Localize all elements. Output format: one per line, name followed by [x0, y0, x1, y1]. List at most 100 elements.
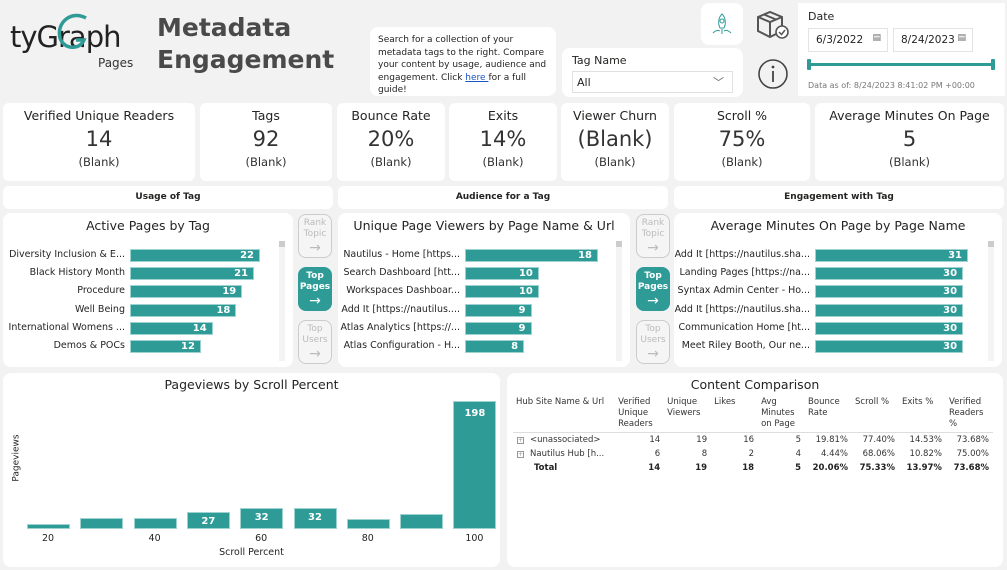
- category-label: Nautilus - Home [https...: [343, 249, 460, 260]
- column-header[interactable]: Verified Unique Readers: [618, 397, 653, 429]
- start-date-input[interactable]: 6/3/2022 ▤: [808, 28, 888, 52]
- bar[interactable]: 8: [465, 340, 525, 353]
- x-axis-label: Scroll Percent: [219, 547, 284, 558]
- guide-link[interactable]: here: [465, 72, 489, 83]
- column-header[interactable]: Hub Site Name & Url: [516, 397, 605, 407]
- kpi-card: Verified Unique Readers 14 (Blank): [3, 103, 195, 181]
- column-header[interactable]: Bounce Rate: [808, 397, 840, 418]
- bar[interactable]: 12: [130, 340, 201, 353]
- expand-icon[interactable]: +: [517, 450, 524, 458]
- arrow-right-icon: →: [309, 240, 321, 256]
- bar[interactable]: [27, 523, 70, 529]
- bar-chart: Unique Page Viewers by Page Name & Url Na…: [338, 213, 630, 367]
- category-label: Atlas Configuration - H...: [343, 340, 460, 351]
- bar[interactable]: 30: [815, 340, 964, 353]
- nav-button-top-pages[interactable]: Top Pages →: [298, 267, 332, 311]
- tag-name-dropdown[interactable]: All ﹀: [572, 71, 733, 93]
- nav-button-top-pages[interactable]: Top Pages →: [636, 267, 670, 311]
- bar[interactable]: 21: [130, 267, 255, 281]
- category-label: Demos & POCs: [53, 340, 125, 351]
- kpi-card: Average Minutes On Page 5 (Blank): [815, 103, 1004, 181]
- bar[interactable]: 18: [130, 303, 237, 317]
- chart-title: Unique Page Viewers by Page Name & Url: [353, 218, 615, 233]
- data-as-of: Data as of: 8/24/2023 8:41:02 PM +00:00: [808, 81, 975, 90]
- bar[interactable]: 32: [240, 508, 284, 529]
- slider-end-handle[interactable]: [991, 59, 995, 70]
- bar[interactable]: [133, 518, 177, 529]
- category-label: Well Being: [74, 303, 125, 315]
- bar-chart: Average Minutes On Page by Page Name Add …: [674, 213, 1002, 367]
- category-label: Procedure: [77, 285, 125, 297]
- kpi-card: Tags 92 (Blank): [200, 103, 332, 181]
- column-header[interactable]: Unique Viewers: [667, 397, 701, 418]
- scrollbar[interactable]: [616, 241, 622, 361]
- end-date-input[interactable]: 8/24/2023 ▤: [893, 28, 973, 52]
- content-comparison-table: Content Comparison Hub Site Name & Url Ve…: [507, 373, 1003, 567]
- bar[interactable]: 31: [815, 249, 968, 262]
- table-total-row: Total 14 19 18 5 20.06% 75.33% 13.97% 73.68%: [534, 462, 989, 473]
- table-row: + <unassociated> 14 19 16 5 19.81% 77.40% 14.53%…: [513, 432, 993, 447]
- scrollbar[interactable]: [988, 241, 994, 361]
- bar[interactable]: 22: [130, 249, 260, 262]
- bar[interactable]: [80, 518, 124, 529]
- category-label: Search Dashboard [htt...: [343, 267, 460, 279]
- category-label: Workspaces Dashboar...: [346, 285, 460, 297]
- bar[interactable]: 30: [815, 267, 964, 281]
- nav-button-rank-topic[interactable]: Rank Topic →: [298, 214, 332, 258]
- bar[interactable]: 30: [815, 303, 964, 317]
- bar[interactable]: [400, 514, 444, 529]
- arrow-right-icon: →: [309, 346, 321, 362]
- expand-icon[interactable]: +: [517, 436, 524, 444]
- slider-start-handle[interactable]: [807, 59, 811, 70]
- column-header[interactable]: Verified Readers %: [948, 397, 984, 429]
- x-tick-label: 80: [361, 533, 374, 544]
- bar[interactable]: 27: [186, 511, 230, 529]
- bar[interactable]: [346, 518, 390, 529]
- bar[interactable]: 18: [465, 249, 598, 262]
- info-box: Search for a collection of your metadata…: [370, 27, 556, 96]
- logo-brand: tyGraph: [10, 20, 121, 54]
- bar[interactable]: 32: [293, 508, 337, 529]
- arrow-right-icon: →: [647, 240, 659, 256]
- section-header: Audience for a Tag: [338, 186, 668, 209]
- info-icon[interactable]: [757, 58, 791, 90]
- category-label: Meet Riley Booth, Our ne...: [681, 340, 810, 351]
- nav-button-top-users[interactable]: Top Users →: [636, 320, 670, 364]
- arrow-right-icon: →: [309, 293, 321, 309]
- date-range-slider[interactable]: [808, 63, 993, 66]
- bar[interactable]: 30: [815, 321, 964, 335]
- logo-swoosh-icon: [57, 13, 87, 49]
- x-tick-label: 20: [41, 533, 55, 544]
- chart-title: Active Pages by Tag: [86, 218, 210, 233]
- bar[interactable]: 10: [465, 267, 539, 281]
- category-label: Add It [https://nautilus.sha...: [674, 303, 810, 315]
- nav-button-rank-topic[interactable]: Rank Topic →: [636, 214, 670, 258]
- column-header[interactable]: Scroll %: [855, 397, 890, 407]
- nav-button-top-users[interactable]: Top Users →: [298, 320, 332, 364]
- column-header[interactable]: Likes: [714, 397, 736, 407]
- bar[interactable]: 9: [465, 321, 532, 335]
- date-slicer: Date 6/3/2022 ▤ 8/24/2023 ▤ Data as of: 8/…: [798, 3, 1005, 96]
- arrow-right-icon: →: [647, 346, 659, 362]
- x-tick-label: 40: [148, 533, 161, 544]
- tygraph-logo: tyGraph Pages: [10, 12, 140, 74]
- bar[interactable]: 14: [130, 321, 213, 335]
- pageviews-chart: Pageviews by Scroll Percent Pageviews Sc…: [3, 373, 500, 567]
- category-label: Atlas Analytics [https://...: [340, 321, 460, 333]
- scrollbar[interactable]: [279, 241, 285, 361]
- rocket-button[interactable]: [701, 3, 743, 45]
- bar[interactable]: 19: [130, 285, 243, 299]
- package-check-icon[interactable]: [755, 9, 791, 41]
- bar[interactable]: 30: [815, 285, 964, 299]
- x-tick-label: 100: [465, 533, 484, 544]
- calendar-icon: ▤: [872, 33, 881, 43]
- bar[interactable]: 198: [453, 401, 497, 529]
- bar[interactable]: 10: [465, 285, 539, 299]
- column-header[interactable]: Exits %: [901, 397, 934, 407]
- category-label: Diversity Inclusion & E...: [9, 249, 125, 260]
- bar-chart: Active Pages by Tag Diversity Inclusion &…: [3, 213, 293, 367]
- arrow-right-icon: →: [647, 293, 659, 309]
- category-label: Black History Month: [29, 267, 125, 279]
- column-header[interactable]: Avg Minutes on Page: [761, 397, 795, 429]
- bar[interactable]: 9: [465, 303, 532, 317]
